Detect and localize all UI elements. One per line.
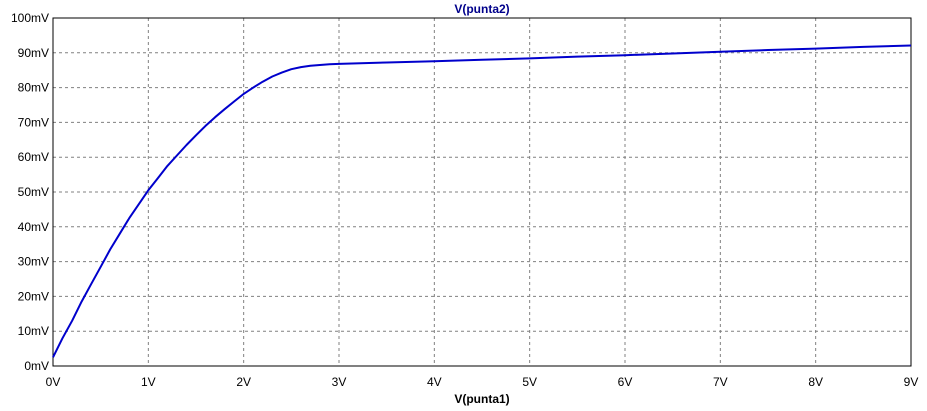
x-tick-label: 5V — [522, 375, 537, 389]
y-tick-label: 80mV — [18, 81, 49, 95]
series-layer — [52, 44, 912, 358]
x-tick-label: 1V — [141, 375, 156, 389]
x-tick-label: 8V — [808, 375, 823, 389]
x-tick-label: 4V — [427, 375, 442, 389]
y-tick-label: 10mV — [18, 324, 49, 338]
y-tick-label: 100mV — [11, 11, 49, 25]
x-tick-label: 6V — [618, 375, 633, 389]
plot-frame — [52, 17, 912, 367]
y-tick-label: 60mV — [18, 150, 49, 164]
x-tick-label: 3V — [332, 375, 347, 389]
x-tick-label: 0V — [46, 375, 61, 389]
x-tick-label: 9V — [904, 375, 919, 389]
y-tick-label: 70mV — [18, 115, 49, 129]
x-tick-labels: 0V 1V 2V 3V 4V 5V 6V 7V 8V 9V — [46, 375, 919, 389]
chart-title: V(punta2) — [454, 2, 509, 16]
y-tick-label: 40mV — [18, 220, 49, 234]
x-axis-title: V(punta1) — [454, 392, 509, 406]
series-line — [52, 44, 912, 358]
y-tick-label: 50mV — [18, 185, 49, 199]
x-tick-label: 2V — [236, 375, 251, 389]
y-tick-label: 20mV — [18, 289, 49, 303]
y-tick-label: 30mV — [18, 255, 49, 269]
y-tick-label: 0mV — [24, 359, 49, 373]
y-tick-label: 90mV — [18, 46, 49, 60]
x-tick-label: 7V — [713, 375, 728, 389]
y-tick-labels: 0mV 10mV 20mV 30mV 40mV 50mV 60mV 70mV 80mV 90mV 1… — [11, 11, 49, 373]
grid — [53, 18, 911, 366]
